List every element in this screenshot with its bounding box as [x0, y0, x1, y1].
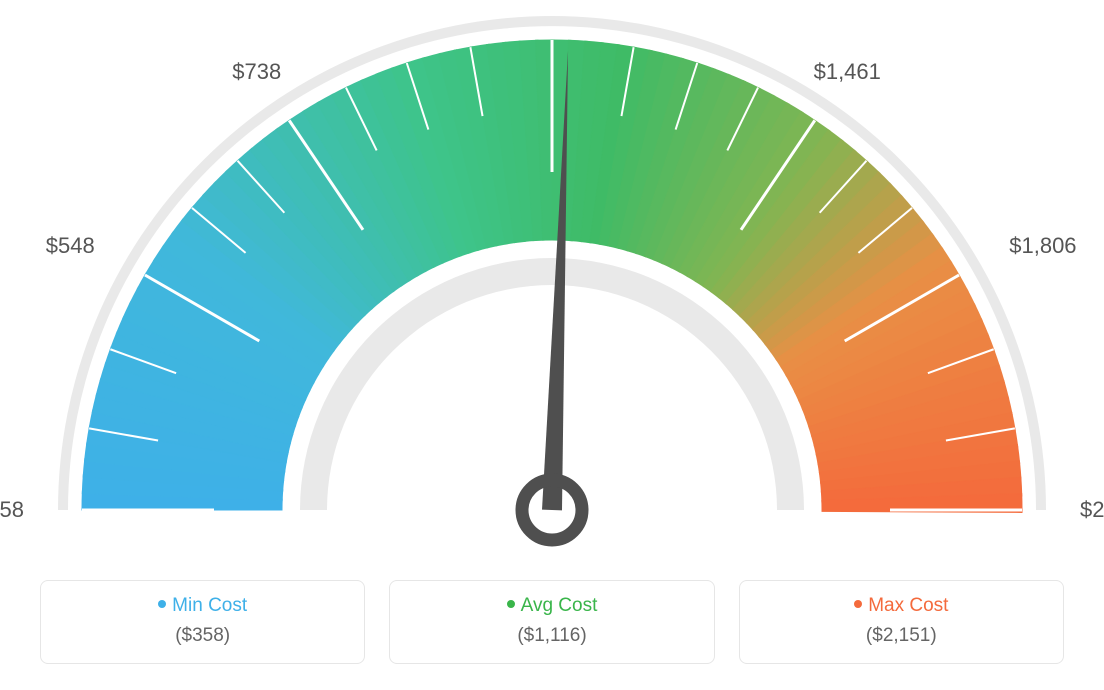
scale-label: $1,806 — [1009, 233, 1076, 259]
cost-gauge-chart: $358$548$738$1,116$1,461$1,806$2,151 Min… — [0, 0, 1104, 690]
scale-label: $2,151 — [1080, 497, 1104, 523]
legend-row: Min Cost ($358) Avg Cost ($1,116) Max Co… — [40, 580, 1064, 664]
legend-avg-dot — [507, 600, 515, 608]
legend-card-max: Max Cost ($2,151) — [739, 580, 1064, 664]
scale-label: $548 — [46, 233, 95, 259]
scale-label: $738 — [232, 59, 281, 85]
legend-avg-label: Avg Cost — [521, 595, 598, 616]
scale-label: $358 — [0, 497, 24, 523]
legend-card-avg: Avg Cost ($1,116) — [389, 580, 714, 664]
legend-max-title: Max Cost — [750, 595, 1053, 617]
legend-min-title: Min Cost — [51, 595, 354, 617]
legend-min-dot — [158, 600, 166, 608]
legend-card-min: Min Cost ($358) — [40, 580, 365, 664]
legend-min-label: Min Cost — [172, 595, 247, 616]
legend-max-value: ($2,151) — [750, 625, 1053, 647]
scale-label: $1,461 — [814, 59, 881, 85]
legend-avg-title: Avg Cost — [400, 595, 703, 617]
legend-avg-value: ($1,116) — [400, 625, 703, 647]
legend-max-label: Max Cost — [868, 595, 948, 616]
gauge-svg — [0, 0, 1104, 560]
legend-max-dot — [854, 600, 862, 608]
gauge-area: $358$548$738$1,116$1,461$1,806$2,151 — [0, 0, 1104, 560]
legend-min-value: ($358) — [51, 625, 354, 647]
